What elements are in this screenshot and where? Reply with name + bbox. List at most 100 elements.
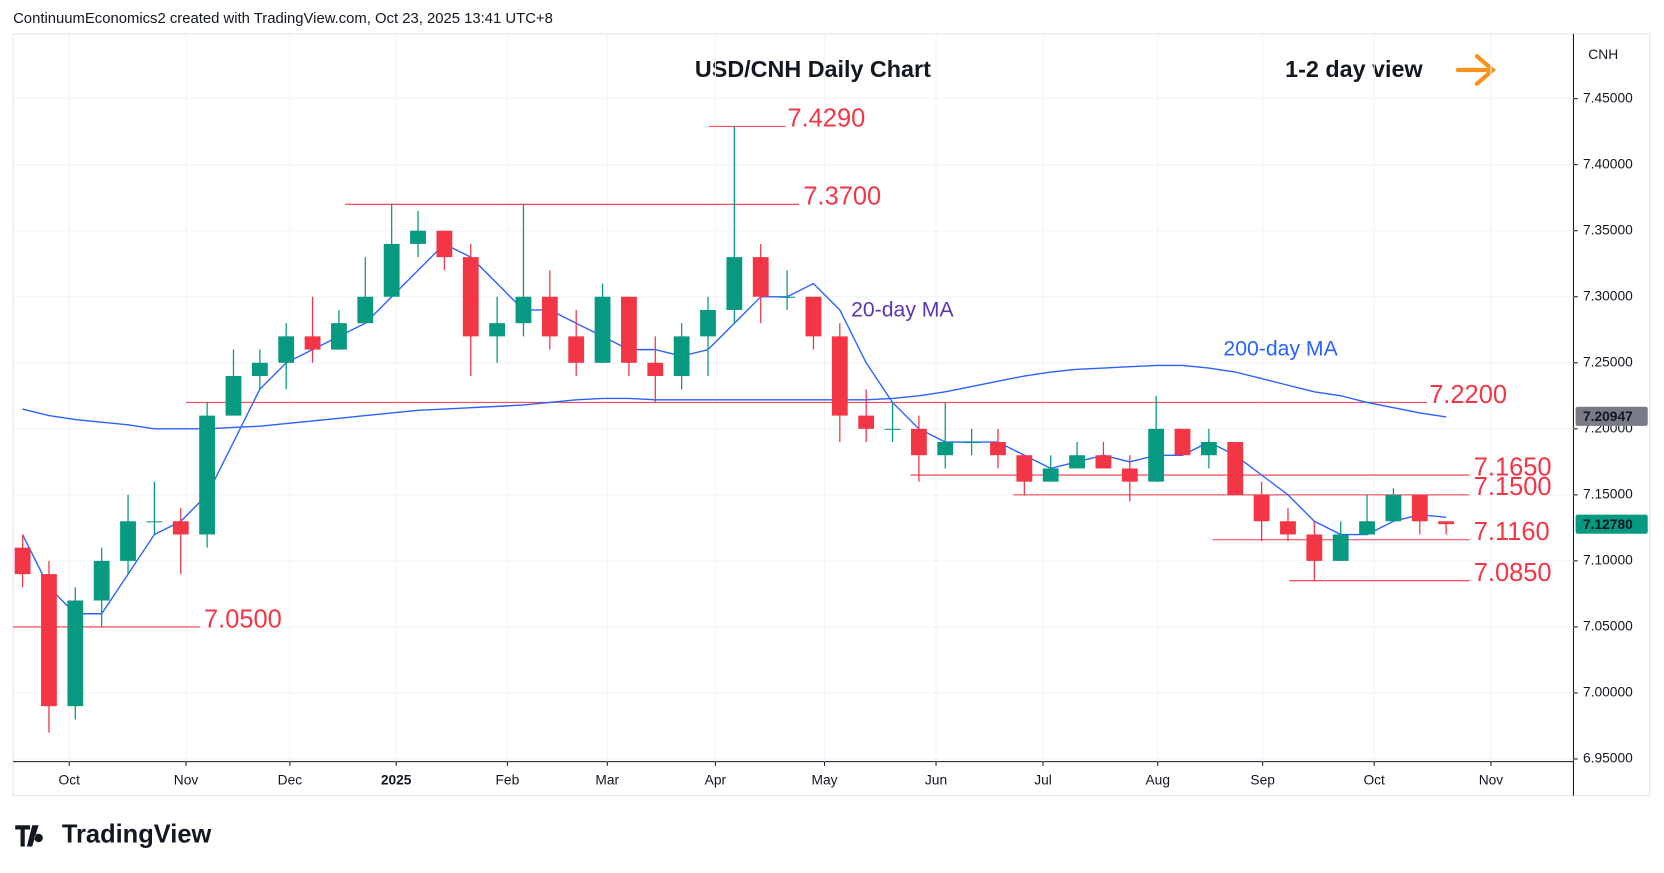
candle-body bbox=[1174, 428, 1191, 456]
x-tick-label: Nov bbox=[1479, 772, 1504, 787]
candle-body bbox=[225, 375, 242, 416]
candle-body bbox=[1069, 455, 1085, 469]
level-label: 7.2200 bbox=[1429, 381, 1507, 409]
candle-body bbox=[1121, 468, 1138, 482]
candle-body bbox=[1042, 468, 1059, 482]
candle-body bbox=[41, 574, 57, 707]
candle-body bbox=[251, 362, 268, 376]
candle-body bbox=[1332, 534, 1349, 561]
price-tag-label: 7.20947 bbox=[1583, 409, 1633, 424]
y-tick-label: 7.15000 bbox=[1583, 486, 1633, 501]
y-tick-label: 6.95000 bbox=[1583, 751, 1633, 766]
candle-body bbox=[172, 521, 189, 535]
candle-body bbox=[621, 296, 637, 363]
candle-body bbox=[1438, 521, 1455, 525]
candle-body bbox=[858, 415, 875, 429]
plot: 7.450007.400007.350007.300007.250007.200… bbox=[13, 33, 1648, 787]
x-tick-label: Feb bbox=[496, 772, 520, 787]
level-label: 7.1650 bbox=[1474, 453, 1552, 481]
x-tick-label: Nov bbox=[174, 772, 199, 787]
candle-body bbox=[515, 296, 532, 324]
level-label: 7.0850 bbox=[1474, 559, 1552, 587]
candle-body bbox=[462, 257, 479, 337]
candle-body bbox=[647, 362, 664, 376]
y-tick-label: 7.25000 bbox=[1583, 354, 1633, 369]
candle-body bbox=[805, 296, 822, 337]
candle-body bbox=[726, 257, 743, 310]
candle-body bbox=[1148, 428, 1165, 482]
candle-body bbox=[67, 600, 84, 707]
candle-body bbox=[357, 296, 374, 324]
x-tick-label: Apr bbox=[705, 772, 727, 787]
candle-body bbox=[1280, 521, 1296, 535]
logo-icon bbox=[15, 825, 43, 847]
arrow-head bbox=[1474, 54, 1497, 86]
candle-body bbox=[963, 442, 980, 444]
level-label: 7.3700 bbox=[803, 183, 881, 211]
candle-body bbox=[1359, 521, 1375, 535]
candle-body bbox=[120, 521, 136, 561]
candle-body bbox=[304, 336, 321, 350]
candle-body bbox=[278, 336, 295, 363]
axis-unit: CNH bbox=[1588, 47, 1618, 62]
x-tick-label: Aug bbox=[1145, 772, 1170, 787]
candle-body bbox=[831, 336, 848, 416]
candle-body bbox=[331, 323, 347, 350]
candle-body bbox=[910, 428, 927, 456]
y-tick-label: 7.30000 bbox=[1583, 288, 1633, 303]
x-tick-label: Jun bbox=[925, 772, 947, 787]
level-label: 7.0500 bbox=[204, 605, 282, 633]
candle-body bbox=[990, 442, 1006, 456]
candle-body bbox=[937, 442, 954, 456]
candle-body bbox=[1016, 455, 1033, 482]
level-label: 7.4290 bbox=[787, 105, 865, 133]
y-tick-label: 7.40000 bbox=[1583, 156, 1633, 171]
ma-label: 200-day MA bbox=[1223, 338, 1338, 361]
level-label: 7.1160 bbox=[1474, 518, 1550, 546]
candle-body bbox=[1227, 442, 1244, 495]
candle-body bbox=[93, 560, 110, 601]
x-tick-label: Sep bbox=[1250, 772, 1275, 787]
logo: TradingView bbox=[15, 821, 211, 849]
candle-body bbox=[383, 243, 400, 297]
logo-text: TradingView bbox=[62, 821, 212, 849]
candle-body bbox=[884, 428, 901, 430]
chart-title: USD/CNH Daily Chart bbox=[695, 56, 931, 82]
ma-line bbox=[22, 364, 1447, 430]
candle-body bbox=[673, 336, 690, 376]
y-tick-label: 7.45000 bbox=[1583, 90, 1633, 105]
candle-body bbox=[1095, 455, 1112, 469]
y-tick-label: 7.05000 bbox=[1583, 619, 1633, 634]
x-tick-label: Dec bbox=[278, 772, 303, 787]
candle-body bbox=[199, 415, 216, 535]
candle-body bbox=[752, 257, 769, 297]
y-tick-label: 7.10000 bbox=[1583, 553, 1633, 568]
candle-body bbox=[1306, 534, 1323, 561]
x-tick-label: May bbox=[812, 772, 838, 787]
arrow-icon bbox=[1455, 54, 1497, 86]
x-tick-label: Mar bbox=[595, 772, 619, 787]
candle-body bbox=[410, 230, 426, 244]
candle-body bbox=[1411, 494, 1428, 522]
x-tick-label: 2025 bbox=[381, 772, 412, 787]
price-tag bbox=[1575, 514, 1648, 534]
x-tick-label: Oct bbox=[1363, 772, 1385, 787]
candle-body bbox=[146, 521, 163, 523]
price-tag bbox=[1575, 406, 1648, 426]
y-tick-label: 7.00000 bbox=[1583, 685, 1633, 700]
candle-body bbox=[541, 296, 558, 337]
y-tick-label: 7.35000 bbox=[1583, 222, 1633, 237]
candle-body bbox=[594, 296, 611, 363]
candle-body bbox=[1200, 442, 1217, 456]
x-tick-label: Oct bbox=[59, 772, 81, 787]
candle-body bbox=[568, 336, 585, 363]
candle-body bbox=[779, 296, 795, 298]
candle-body bbox=[489, 323, 506, 337]
frame bbox=[12, 33, 1651, 797]
view-label: 1-2 day view bbox=[1285, 56, 1423, 82]
candle-body bbox=[700, 309, 716, 337]
ma-label: 20-day MA bbox=[851, 298, 954, 321]
